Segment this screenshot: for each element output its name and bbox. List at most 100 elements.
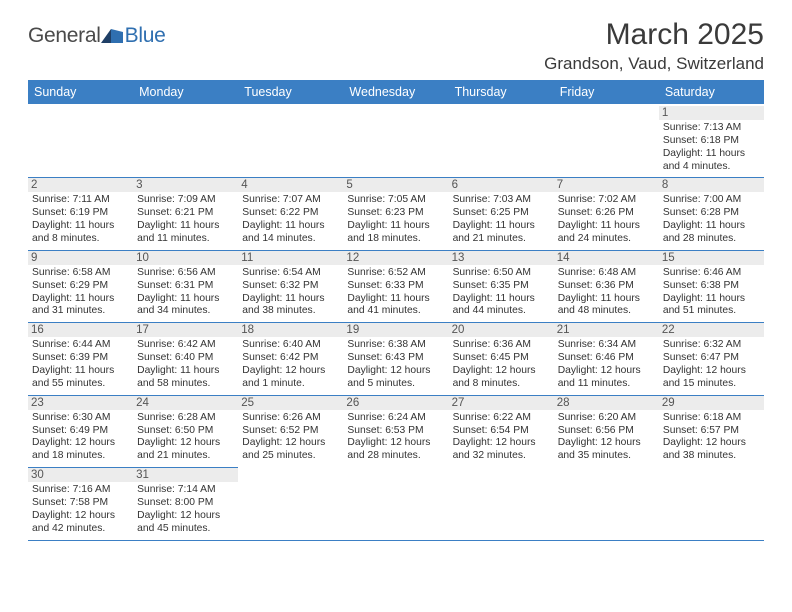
calendar-cell: 25Sunrise: 6:26 AMSunset: 6:52 PMDayligh… [238,395,343,467]
sunrise-text: Sunrise: 6:56 AM [137,267,234,280]
sunrise-text: Sunrise: 7:03 AM [453,194,550,207]
calendar-cell: 6Sunrise: 7:03 AMSunset: 6:25 PMDaylight… [449,178,554,250]
calendar-week: 2Sunrise: 7:11 AMSunset: 6:19 PMDaylight… [28,178,764,250]
day-detail: Sunrise: 6:28 AMSunset: 6:50 PMDaylight:… [137,412,234,463]
daylight-text: Daylight: 11 hours and 41 minutes. [347,293,444,319]
sunrise-text: Sunrise: 7:00 AM [663,194,760,207]
sunset-text: Sunset: 6:42 PM [242,352,339,365]
day-detail: Sunrise: 6:44 AMSunset: 6:39 PMDaylight:… [32,339,129,390]
day-number: 31 [133,468,238,482]
sunset-text: Sunset: 6:56 PM [558,425,655,438]
calendar-cell: 9Sunrise: 6:58 AMSunset: 6:29 PMDaylight… [28,250,133,322]
sunset-text: Sunset: 6:38 PM [663,280,760,293]
day-detail: Sunrise: 6:38 AMSunset: 6:43 PMDaylight:… [347,339,444,390]
day-detail: Sunrise: 6:24 AMSunset: 6:53 PMDaylight:… [347,412,444,463]
daylight-text: Daylight: 12 hours and 35 minutes. [558,437,655,463]
daylight-text: Daylight: 11 hours and 24 minutes. [558,220,655,246]
calendar-cell: 26Sunrise: 6:24 AMSunset: 6:53 PMDayligh… [343,395,448,467]
sunset-text: Sunset: 6:26 PM [558,207,655,220]
sunset-text: Sunset: 6:19 PM [32,207,129,220]
calendar-cell [343,104,448,178]
sunset-text: Sunset: 6:18 PM [663,135,760,148]
sunset-text: Sunset: 6:23 PM [347,207,444,220]
calendar-cell: 21Sunrise: 6:34 AMSunset: 6:46 PMDayligh… [554,323,659,395]
sunset-text: Sunset: 6:40 PM [137,352,234,365]
calendar-cell: 11Sunrise: 6:54 AMSunset: 6:32 PMDayligh… [238,250,343,322]
sunrise-text: Sunrise: 6:38 AM [347,339,444,352]
calendar-cell [238,104,343,178]
sunrise-text: Sunrise: 6:18 AM [663,412,760,425]
daylight-text: Daylight: 12 hours and 38 minutes. [663,437,760,463]
day-detail: Sunrise: 6:18 AMSunset: 6:57 PMDaylight:… [663,412,760,463]
day-detail: Sunrise: 6:34 AMSunset: 6:46 PMDaylight:… [558,339,655,390]
calendar-cell: 8Sunrise: 7:00 AMSunset: 6:28 PMDaylight… [659,178,764,250]
weekday-header: Tuesday [238,80,343,104]
daylight-text: Daylight: 11 hours and 44 minutes. [453,293,550,319]
day-number: 5 [343,178,448,192]
day-number: 10 [133,251,238,265]
calendar-week: 23Sunrise: 6:30 AMSunset: 6:49 PMDayligh… [28,395,764,467]
sunset-text: Sunset: 7:58 PM [32,497,129,510]
calendar-cell: 13Sunrise: 6:50 AMSunset: 6:35 PMDayligh… [449,250,554,322]
daylight-text: Daylight: 12 hours and 28 minutes. [347,437,444,463]
sunrise-text: Sunrise: 6:34 AM [558,339,655,352]
day-detail: Sunrise: 7:02 AMSunset: 6:26 PMDaylight:… [558,194,655,245]
flag-icon [101,25,123,45]
day-detail: Sunrise: 6:40 AMSunset: 6:42 PMDaylight:… [242,339,339,390]
daylight-text: Daylight: 12 hours and 21 minutes. [137,437,234,463]
sunrise-text: Sunrise: 6:28 AM [137,412,234,425]
day-detail: Sunrise: 6:52 AMSunset: 6:33 PMDaylight:… [347,267,444,318]
day-number: 4 [238,178,343,192]
day-number: 2 [28,178,133,192]
calendar-cell: 20Sunrise: 6:36 AMSunset: 6:45 PMDayligh… [449,323,554,395]
sunrise-text: Sunrise: 6:52 AM [347,267,444,280]
daylight-text: Daylight: 11 hours and 51 minutes. [663,293,760,319]
calendar-week: 16 Sunrise: 6:44 AMSunset: 6:39 PMDayligh… [28,323,764,395]
day-detail: Sunrise: 7:14 AMSunset: 8:00 PMDaylight:… [137,484,234,535]
day-detail: Sunrise: 6:20 AMSunset: 6:56 PMDaylight:… [558,412,655,463]
day-number: 29 [659,396,764,410]
sunset-text: Sunset: 6:53 PM [347,425,444,438]
sunset-text: Sunset: 8:00 PM [137,497,234,510]
day-detail: Sunrise: 6:54 AMSunset: 6:32 PMDaylight:… [242,267,339,318]
day-detail: Sunrise: 7:00 AMSunset: 6:28 PMDaylight:… [663,194,760,245]
calendar-cell: 2Sunrise: 7:11 AMSunset: 6:19 PMDaylight… [28,178,133,250]
calendar-cell: 27Sunrise: 6:22 AMSunset: 6:54 PMDayligh… [449,395,554,467]
sunrise-text: Sunrise: 6:30 AM [32,412,129,425]
day-number: 25 [238,396,343,410]
calendar-cell: 1Sunrise: 7:13 AMSunset: 6:18 PMDaylight… [659,104,764,178]
sunrise-text: Sunrise: 6:32 AM [663,339,760,352]
daylight-text: Daylight: 12 hours and 15 minutes. [663,365,760,391]
month-title: March 2025 [544,18,764,52]
sunset-text: Sunset: 6:57 PM [663,425,760,438]
sunrise-text: Sunrise: 6:26 AM [242,412,339,425]
day-number: 20 [449,323,554,337]
calendar-cell: 17Sunrise: 6:42 AMSunset: 6:40 PMDayligh… [133,323,238,395]
sunset-text: Sunset: 6:35 PM [453,280,550,293]
sunset-text: Sunset: 6:36 PM [558,280,655,293]
calendar-cell: 24Sunrise: 6:28 AMSunset: 6:50 PMDayligh… [133,395,238,467]
weekday-header: Thursday [449,80,554,104]
sunrise-text: Sunrise: 7:02 AM [558,194,655,207]
sunrise-text: Sunrise: 6:54 AM [242,267,339,280]
calendar-cell: 7Sunrise: 7:02 AMSunset: 6:26 PMDaylight… [554,178,659,250]
daylight-text: Daylight: 11 hours and 31 minutes. [32,293,129,319]
daylight-text: Daylight: 12 hours and 8 minutes. [453,365,550,391]
day-number: 27 [449,396,554,410]
brand-name-a: General [28,24,101,48]
sunrise-text: Sunrise: 6:50 AM [453,267,550,280]
brand-name-b: Blue [125,24,166,48]
calendar-cell: 31 Sunrise: 7:14 AMSunset: 8:00 PMDayligh… [133,468,238,540]
sunset-text: Sunset: 6:31 PM [137,280,234,293]
daylight-text: Daylight: 12 hours and 42 minutes. [32,510,129,536]
day-detail: Sunrise: 7:03 AMSunset: 6:25 PMDaylight:… [453,194,550,245]
calendar-cell: 19Sunrise: 6:38 AMSunset: 6:43 PMDayligh… [343,323,448,395]
day-detail: Sunrise: 6:48 AMSunset: 6:36 PMDaylight:… [558,267,655,318]
day-detail: Sunrise: 7:09 AMSunset: 6:21 PMDaylight:… [137,194,234,245]
header: General Blue March 2025 Grandson, Vaud, … [28,18,764,74]
weekday-header: Friday [554,80,659,104]
day-detail: Sunrise: 7:13 AMSunset: 6:18 PMDaylight:… [663,122,760,173]
daylight-text: Daylight: 11 hours and 55 minutes. [32,365,129,391]
day-number: 12 [343,251,448,265]
day-number: 16 [28,323,133,337]
